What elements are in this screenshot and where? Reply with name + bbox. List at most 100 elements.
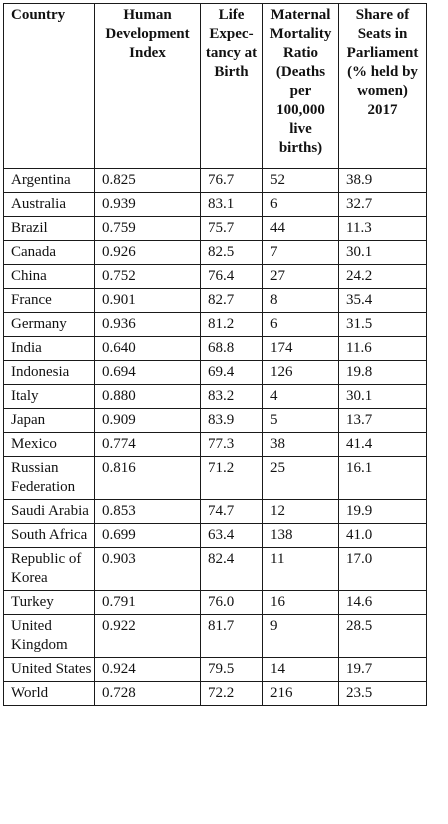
maternal-mortality-cell: 216 [262, 681, 339, 706]
life-expectancy-cell: 81.2 [200, 312, 263, 337]
table-row: Mexico 0.774 77.3 38 41.4 [3, 432, 427, 457]
hdi-cell: 0.939 [94, 192, 201, 217]
hdi-cell: 0.774 [94, 432, 201, 457]
data-table-container: Country Human Development Index Life Expec-ta… [3, 3, 427, 706]
parliament-share-cell: 23.5 [338, 681, 427, 706]
maternal-mortality-cell: 174 [262, 336, 339, 361]
parliament-share-cell: 35.4 [338, 288, 427, 313]
maternal-mortality-cell: 52 [262, 168, 339, 193]
country-cell: United States [3, 657, 95, 682]
table-row: Russian Federation 0.816 71.2 25 16.1 [3, 456, 427, 500]
maternal-mortality-cell: 16 [262, 590, 339, 615]
life-expectancy-cell: 72.2 [200, 681, 263, 706]
maternal-mortality-cell: 6 [262, 312, 339, 337]
hdi-cell: 0.759 [94, 216, 201, 241]
life-expectancy-cell: 76.0 [200, 590, 263, 615]
table-row: Republic of Korea 0.903 82.4 11 17.0 [3, 547, 427, 591]
country-cell: Argentina [3, 168, 95, 193]
maternal-mortality-cell: 4 [262, 384, 339, 409]
maternal-mortality-cell: 5 [262, 408, 339, 433]
country-cell: Indonesia [3, 360, 95, 385]
maternal-mortality-cell: 12 [262, 499, 339, 524]
country-cell: France [3, 288, 95, 313]
hdi-cell: 0.816 [94, 456, 201, 500]
country-cell: Saudi Arabia [3, 499, 95, 524]
life-expectancy-cell: 71.2 [200, 456, 263, 500]
table-row: France 0.901 82.7 8 35.4 [3, 288, 427, 313]
country-cell: South Africa [3, 523, 95, 548]
maternal-mortality-cell: 14 [262, 657, 339, 682]
life-expectancy-cell: 74.7 [200, 499, 263, 524]
life-expectancy-cell: 77.3 [200, 432, 263, 457]
table-row: United States 0.924 79.5 14 19.7 [3, 657, 427, 682]
header-parliament-share: Share of Seats in Parliament (% held by wome… [338, 3, 427, 169]
life-expectancy-cell: 82.7 [200, 288, 263, 313]
country-cell: Australia [3, 192, 95, 217]
country-cell: India [3, 336, 95, 361]
table-row: China 0.752 76.4 27 24.2 [3, 264, 427, 289]
parliament-share-cell: 11.3 [338, 216, 427, 241]
life-expectancy-cell: 83.2 [200, 384, 263, 409]
parliament-share-cell: 16.1 [338, 456, 427, 500]
hdi-cell: 0.728 [94, 681, 201, 706]
header-country: Country [3, 3, 95, 169]
hdi-cell: 0.924 [94, 657, 201, 682]
parliament-share-cell: 38.9 [338, 168, 427, 193]
table-row: India 0.640 68.8 174 11.6 [3, 336, 427, 361]
header-maternal-mortality: Maternal Mortality Ratio (Deaths per 100,000 l… [262, 3, 339, 169]
maternal-mortality-cell: 7 [262, 240, 339, 265]
hdi-cell: 0.922 [94, 614, 201, 658]
hdi-cell: 0.699 [94, 523, 201, 548]
maternal-mortality-cell: 9 [262, 614, 339, 658]
parliament-share-cell: 19.8 [338, 360, 427, 385]
life-expectancy-cell: 75.7 [200, 216, 263, 241]
life-expectancy-cell: 63.4 [200, 523, 263, 548]
life-expectancy-cell: 81.7 [200, 614, 263, 658]
table-row: Indonesia 0.694 69.4 126 19.8 [3, 360, 427, 385]
parliament-share-cell: 17.0 [338, 547, 427, 591]
parliament-share-cell: 31.5 [338, 312, 427, 337]
country-cell: China [3, 264, 95, 289]
parliament-share-cell: 14.6 [338, 590, 427, 615]
country-cell: Germany [3, 312, 95, 337]
hdi-cell: 0.825 [94, 168, 201, 193]
parliament-share-cell: 13.7 [338, 408, 427, 433]
maternal-mortality-cell: 44 [262, 216, 339, 241]
country-cell: Brazil [3, 216, 95, 241]
parliament-share-cell: 30.1 [338, 384, 427, 409]
country-cell: Japan [3, 408, 95, 433]
life-expectancy-cell: 69.4 [200, 360, 263, 385]
table-row: South Africa 0.699 63.4 138 41.0 [3, 523, 427, 548]
maternal-mortality-cell: 25 [262, 456, 339, 500]
hdi-cell: 0.752 [94, 264, 201, 289]
hdi-cell: 0.791 [94, 590, 201, 615]
country-cell: Italy [3, 384, 95, 409]
table-row: Argentina 0.825 76.7 52 38.9 [3, 168, 427, 193]
country-cell: Canada [3, 240, 95, 265]
life-expectancy-cell: 82.4 [200, 547, 263, 591]
country-cell: World [3, 681, 95, 706]
table-row: Brazil 0.759 75.7 44 11.3 [3, 216, 427, 241]
country-indicators-table: Country Human Development Index Life Expec-ta… [3, 3, 427, 706]
life-expectancy-cell: 76.7 [200, 168, 263, 193]
life-expectancy-cell: 83.9 [200, 408, 263, 433]
parliament-share-cell: 11.6 [338, 336, 427, 361]
parliament-share-cell: 41.0 [338, 523, 427, 548]
country-cell: Turkey [3, 590, 95, 615]
hdi-cell: 0.901 [94, 288, 201, 313]
country-cell: Republic of Korea [3, 547, 95, 591]
parliament-share-cell: 24.2 [338, 264, 427, 289]
table-row: Italy 0.880 83.2 4 30.1 [3, 384, 427, 409]
header-row: Country Human Development Index Life Expec-ta… [3, 3, 427, 169]
maternal-mortality-cell: 138 [262, 523, 339, 548]
maternal-mortality-cell: 6 [262, 192, 339, 217]
header-hdi: Human Development Index [94, 3, 201, 169]
parliament-share-cell: 32.7 [338, 192, 427, 217]
maternal-mortality-cell: 8 [262, 288, 339, 313]
country-cell: Russian Federation [3, 456, 95, 500]
table-row: United Kingdom 0.922 81.7 9 28.5 [3, 614, 427, 658]
hdi-cell: 0.853 [94, 499, 201, 524]
life-expectancy-cell: 68.8 [200, 336, 263, 361]
life-expectancy-cell: 76.4 [200, 264, 263, 289]
table-row: Canada 0.926 82.5 7 30.1 [3, 240, 427, 265]
